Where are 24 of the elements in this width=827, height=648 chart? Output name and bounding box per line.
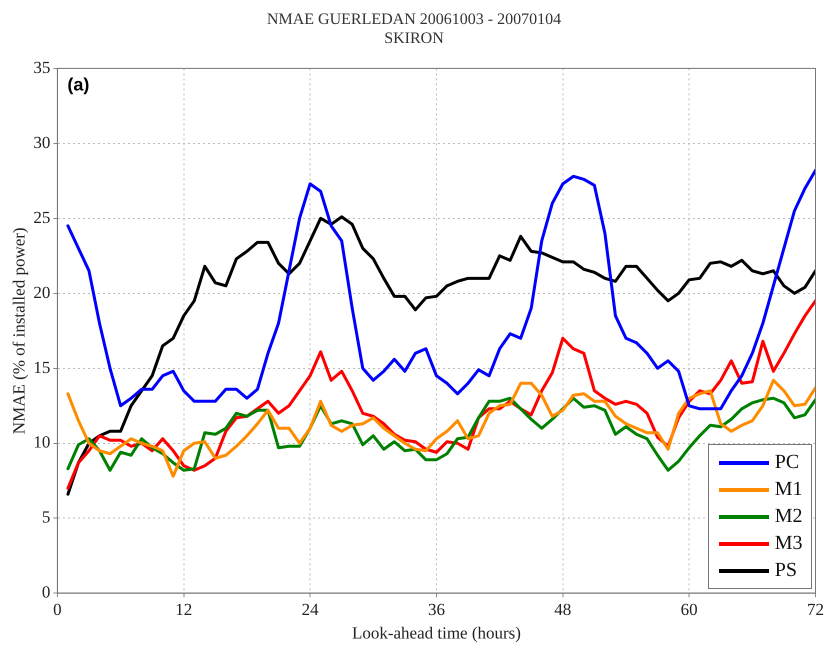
chart-title: NMAE GUERLEDAN 20061003 - 20070104 — [266, 10, 562, 28]
y-tick-label: 5 — [42, 508, 50, 527]
y-tick-label: 0 — [42, 582, 50, 602]
y-tick-label: 20 — [33, 282, 50, 302]
y-tick-label: 30 — [33, 132, 50, 152]
legend-label: PC — [774, 451, 800, 474]
legend-label: M3 — [774, 532, 802, 556]
legend-label: M1 — [774, 478, 802, 502]
x-tick-label: 48 — [554, 600, 572, 619]
x-tick-label: 24 — [302, 600, 320, 619]
x-tick-label: 72 — [807, 600, 824, 619]
x-tick-label: 60 — [680, 600, 698, 619]
legend-label: M2 — [774, 505, 802, 528]
x-tick-label: 36 — [428, 600, 445, 619]
chart-subtitle: SKIRON — [384, 30, 444, 48]
y-tick-label: 25 — [33, 208, 50, 227]
y-tick-label: 15 — [33, 358, 50, 377]
y-tick-label: 35 — [33, 58, 50, 77]
x-tick-label: 12 — [175, 600, 192, 619]
y-axis-title: NMAE (% of installed power) — [10, 227, 29, 434]
y-tick-label: 10 — [33, 432, 50, 452]
legend-label: PS — [774, 559, 797, 582]
annotation: (a) — [67, 74, 90, 94]
x-axis-title: Look-ahead time (hours) — [352, 623, 521, 642]
